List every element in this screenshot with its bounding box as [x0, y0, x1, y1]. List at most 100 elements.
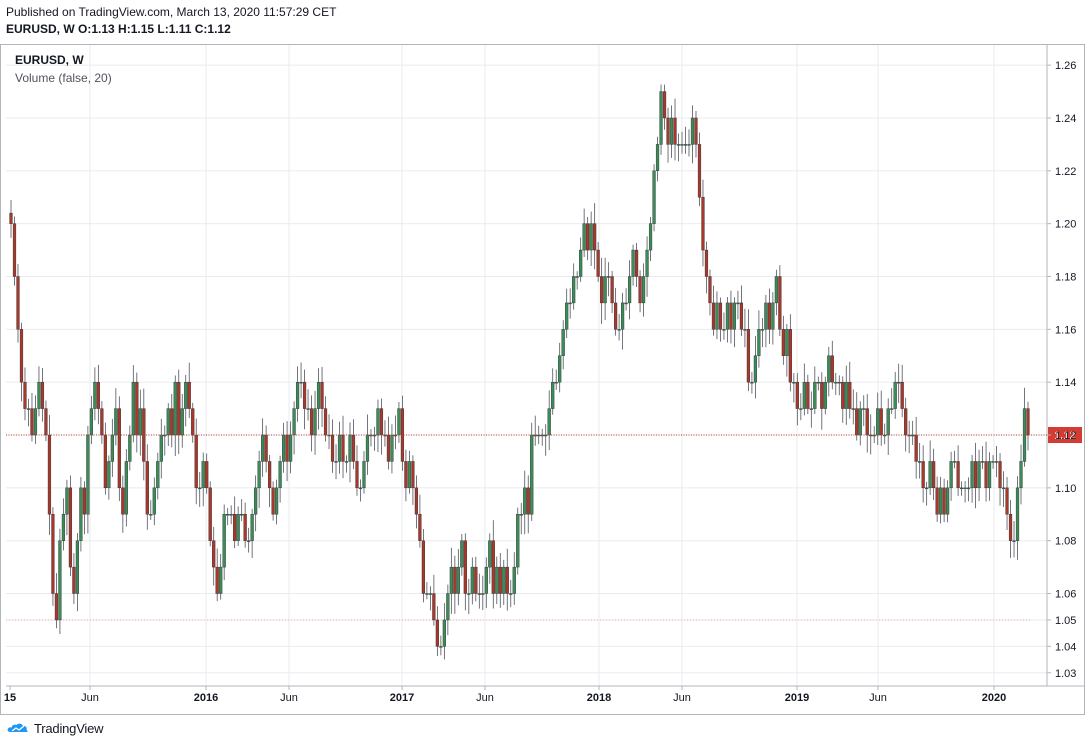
candle [316, 368, 321, 430]
candle-body [834, 381, 838, 384]
candle [739, 285, 744, 336]
candle [341, 415, 345, 479]
candle [467, 578, 471, 615]
candle [851, 389, 855, 425]
candle-body [729, 302, 733, 330]
candle-body [589, 223, 593, 251]
candle-body [103, 434, 107, 489]
candle-body [771, 302, 775, 330]
candle [907, 420, 911, 454]
candle-body [641, 276, 646, 304]
candle-body [946, 487, 950, 515]
candle-body [16, 276, 20, 330]
candle-body [156, 461, 160, 489]
candle [86, 425, 90, 534]
candle [935, 476, 939, 522]
y-tick-label: 1.06 [1055, 589, 1076, 601]
candle-body [530, 434, 534, 515]
candle [792, 373, 796, 403]
candle-body [439, 646, 443, 648]
candle-body [526, 487, 530, 515]
candle [725, 297, 730, 343]
candle [830, 340, 834, 390]
candle-body [299, 381, 303, 384]
candle-body [254, 487, 258, 515]
candle [603, 257, 607, 321]
published-line: Published on TradingView.com, March 13, … [6, 5, 337, 19]
candle [142, 388, 146, 481]
candle-body [547, 408, 551, 436]
candle-body [313, 408, 317, 436]
candle-body [432, 593, 436, 621]
candle [1005, 476, 1009, 530]
candle [460, 534, 464, 576]
candle [19, 322, 24, 402]
candle-body [939, 487, 943, 515]
candle-body [827, 355, 831, 383]
candle [37, 366, 41, 417]
candle-body [970, 461, 974, 489]
candle-body [760, 329, 764, 331]
candle [942, 478, 946, 523]
candle [177, 369, 181, 455]
candle-body [201, 461, 205, 489]
candle-body [44, 408, 48, 436]
candle-body [309, 408, 314, 436]
candle [806, 374, 810, 415]
candle [313, 390, 317, 455]
candle [337, 421, 342, 474]
footer[interactable]: TradingView [6, 719, 104, 737]
candle [233, 496, 237, 549]
candle-body [610, 276, 614, 304]
candle-body [421, 540, 425, 594]
candle-body [757, 329, 761, 356]
candle-body [316, 381, 321, 409]
candle [121, 475, 125, 533]
candle-body [848, 381, 852, 409]
candle-body [1008, 514, 1013, 541]
candle [463, 533, 467, 611]
candle [788, 314, 792, 392]
legend-indicator: Volume (false, 20) [15, 71, 112, 85]
candle [669, 105, 674, 158]
candle-body [222, 514, 226, 568]
candle [114, 388, 118, 446]
candle-body [295, 381, 300, 409]
candle-body [984, 461, 988, 489]
candle [306, 389, 310, 421]
candle [565, 288, 569, 339]
candle-body [897, 381, 901, 384]
candle [977, 449, 981, 502]
candle-body [516, 514, 520, 568]
candle [502, 559, 506, 606]
legend-symbol: EURUSD, W [15, 53, 84, 67]
candle-body [212, 540, 216, 568]
candle-body [963, 487, 967, 490]
candle [827, 346, 831, 397]
candle [820, 372, 824, 430]
candle-body [977, 461, 981, 489]
candle-body [411, 461, 415, 489]
candle-body [33, 408, 38, 436]
candle [519, 502, 523, 535]
candle [470, 557, 474, 605]
candle [963, 481, 967, 503]
candle [295, 366, 300, 422]
candle [610, 270, 614, 314]
candle-body [149, 514, 153, 516]
candle-body [904, 408, 908, 436]
candle-body [683, 144, 688, 146]
candle [620, 292, 625, 350]
candle-body [306, 408, 310, 410]
candle [372, 426, 377, 451]
candle [194, 418, 198, 505]
candle [442, 603, 446, 660]
y-tick-label: 1.03 [1055, 668, 1076, 680]
candle [841, 376, 845, 423]
candle [697, 132, 702, 207]
candle [858, 401, 862, 446]
candle [107, 455, 111, 500]
candle-body [921, 461, 925, 489]
candle-body [509, 593, 513, 595]
